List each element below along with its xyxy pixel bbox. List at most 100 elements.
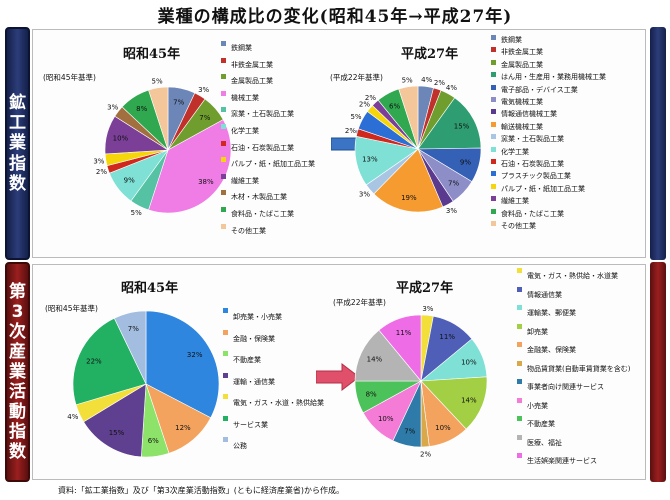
legend-label: 金属製品工業 (501, 60, 543, 69)
slice-label: 2% (96, 168, 107, 176)
legend-swatch (221, 90, 226, 96)
arrow-right-icon (316, 363, 360, 391)
slice-label: 9% (124, 177, 135, 185)
scroll-char: 動 (9, 402, 26, 423)
legend-entry: はん用・生産用・業務用機械工業 (491, 71, 606, 83)
legend-entry: 物品賃貸業(自動車賃貸業を含む) (517, 360, 630, 379)
legend-label: 非鉄金属工業 (231, 60, 273, 69)
legend-swatch (221, 157, 226, 163)
legend-label: 不動産業 (527, 420, 555, 428)
legend-swatch (221, 173, 226, 179)
scroll-char: 工 (9, 113, 26, 134)
legend-entry: 金融・保険業 (223, 329, 324, 351)
slice-label: 7% (448, 179, 459, 187)
legend-label: 窯業・土石製品工業 (501, 135, 564, 144)
legend-label: 医療、福祉 (527, 438, 562, 447)
legend-entry: 窯業・土石製品工業 (491, 133, 606, 145)
legend-entry: その他工業 (221, 223, 315, 240)
legend-entry: 機械工業 (221, 90, 315, 107)
legend-entry: 非鉄金属工業 (491, 46, 606, 58)
slice-label: 8% (136, 105, 147, 113)
legend-entry: パルプ・紙・紙加工品工業 (221, 156, 315, 173)
legend-label: 繊維工業 (231, 176, 259, 185)
slice-label: 3% (107, 104, 118, 112)
legend-swatch (221, 140, 226, 146)
chart-title-s45-tertiary: 昭和45年 (121, 281, 179, 296)
pie-slice (354, 329, 422, 382)
legend-entry: 公務 (223, 436, 324, 458)
legend-swatch (491, 171, 496, 177)
legend-entry: 金融業、保険業 (517, 341, 630, 360)
legend-entry: 化学工業 (491, 146, 606, 158)
pie-slice (420, 376, 488, 430)
legend-label: 卸売業 (527, 327, 548, 336)
legend-swatch (517, 434, 522, 440)
legend-swatch (221, 107, 226, 113)
bottom-scroll-rod (650, 262, 666, 482)
legend-h27-tertiary: 電気・ガス・熱供給・水道業 情報通信業 運輸業、郵便業 卸売業 金融業、保険業 物品賃貸業… (517, 267, 630, 471)
slice-label: 2% (345, 127, 356, 135)
slice-label: 6% (148, 437, 159, 445)
legend-entry: 石油・石炭製品工業 (491, 158, 606, 170)
pie-chart-h27-tertiary: 3% 11% 10% 14% 10% 2% 7% 10% 8% 14% 11% (354, 305, 488, 458)
legend-label: 食料品・たばこ工業 (231, 209, 294, 218)
legend-swatch (223, 437, 228, 442)
legend-entry: 電気・ガス・水道・熱供給業 (223, 393, 324, 415)
scroll-char: 業 (9, 361, 26, 382)
legend-swatch (221, 190, 226, 196)
slice-label: 4% (67, 413, 78, 421)
top-scroll-rod (650, 27, 666, 260)
legend-label: 石油・石炭製品工業 (501, 160, 564, 169)
legend-label: 卸売業・小売業 (233, 313, 282, 321)
scroll-char: 数 (9, 442, 26, 463)
slice-label: 3% (422, 305, 433, 313)
legend-label: 情報通信機械工業 (501, 110, 557, 119)
slice-label: 38% (198, 178, 214, 186)
slice-label: 8% (366, 390, 377, 398)
legend-label: 輸送機械工業 (501, 122, 543, 131)
legend-swatch (491, 134, 496, 140)
slice-label: 14% (367, 356, 383, 364)
legend-swatch (491, 109, 496, 115)
slice-label: 4% (446, 84, 457, 92)
scroll-char: 指 (9, 422, 26, 443)
legend-entry: 情報通信業 (517, 286, 630, 305)
pie-slice (373, 148, 444, 213)
legend-label: 化学工業 (501, 147, 529, 156)
pie-chart-s45-mining: 7% 3% 7% 38% 5% 9% 2% 3% 10% 3% 8% 5% (93, 77, 232, 217)
legend-entry: 不動産業 (517, 415, 630, 434)
slice-label: 19% (401, 194, 417, 202)
mining-industry-scroll-label: 鉱工業指数 (5, 27, 30, 260)
legend-label: 情報通信業 (527, 290, 562, 299)
slice-label: 22% (86, 357, 102, 365)
slice-label: 5% (402, 76, 413, 84)
slice-label: 4% (421, 76, 432, 84)
legend-entry: 窯業・土石製品工業 (221, 106, 315, 123)
slice-label: 10% (378, 415, 394, 423)
legend-entry: 不動産業 (223, 350, 324, 372)
legend-label: 運輸・通信業 (233, 377, 275, 386)
pie-slice (398, 85, 419, 150)
legend-entry: 卸売業・小売業 (223, 307, 324, 329)
slice-label: 10% (113, 134, 129, 142)
base-note-s45-mining: (昭和45年基準) (43, 73, 96, 82)
legend-swatch (221, 123, 226, 129)
legend-entry: サービス業 (223, 415, 324, 437)
legend-label: 鉄鋼業 (501, 36, 522, 44)
scroll-char: 指 (9, 153, 26, 174)
scroll-char: 鉱 (9, 93, 26, 114)
chart-title-h27-mining: 平成27年 (401, 47, 459, 62)
slice-label: 3% (198, 86, 209, 94)
legend-swatch (491, 146, 496, 152)
slice-label: 5% (151, 77, 162, 85)
slice-label: 14% (461, 396, 477, 404)
legend-swatch (491, 59, 496, 65)
legend-entry: 運輸・通信業 (223, 372, 324, 394)
legend-label: 木材・木製品工業 (231, 193, 287, 202)
legend-h27-mining: 鉄鋼業 非鉄金属工業 金属製品工業 はん用・生産用・業務用機械工業 電子部品・デバイス工… (491, 34, 606, 233)
legend-entry: 事業者向け関連サービス (517, 378, 630, 397)
scroll-char: 3 (11, 301, 24, 322)
pie-slice (148, 86, 169, 151)
legend-swatch (517, 305, 522, 310)
pie-slice (378, 314, 422, 382)
